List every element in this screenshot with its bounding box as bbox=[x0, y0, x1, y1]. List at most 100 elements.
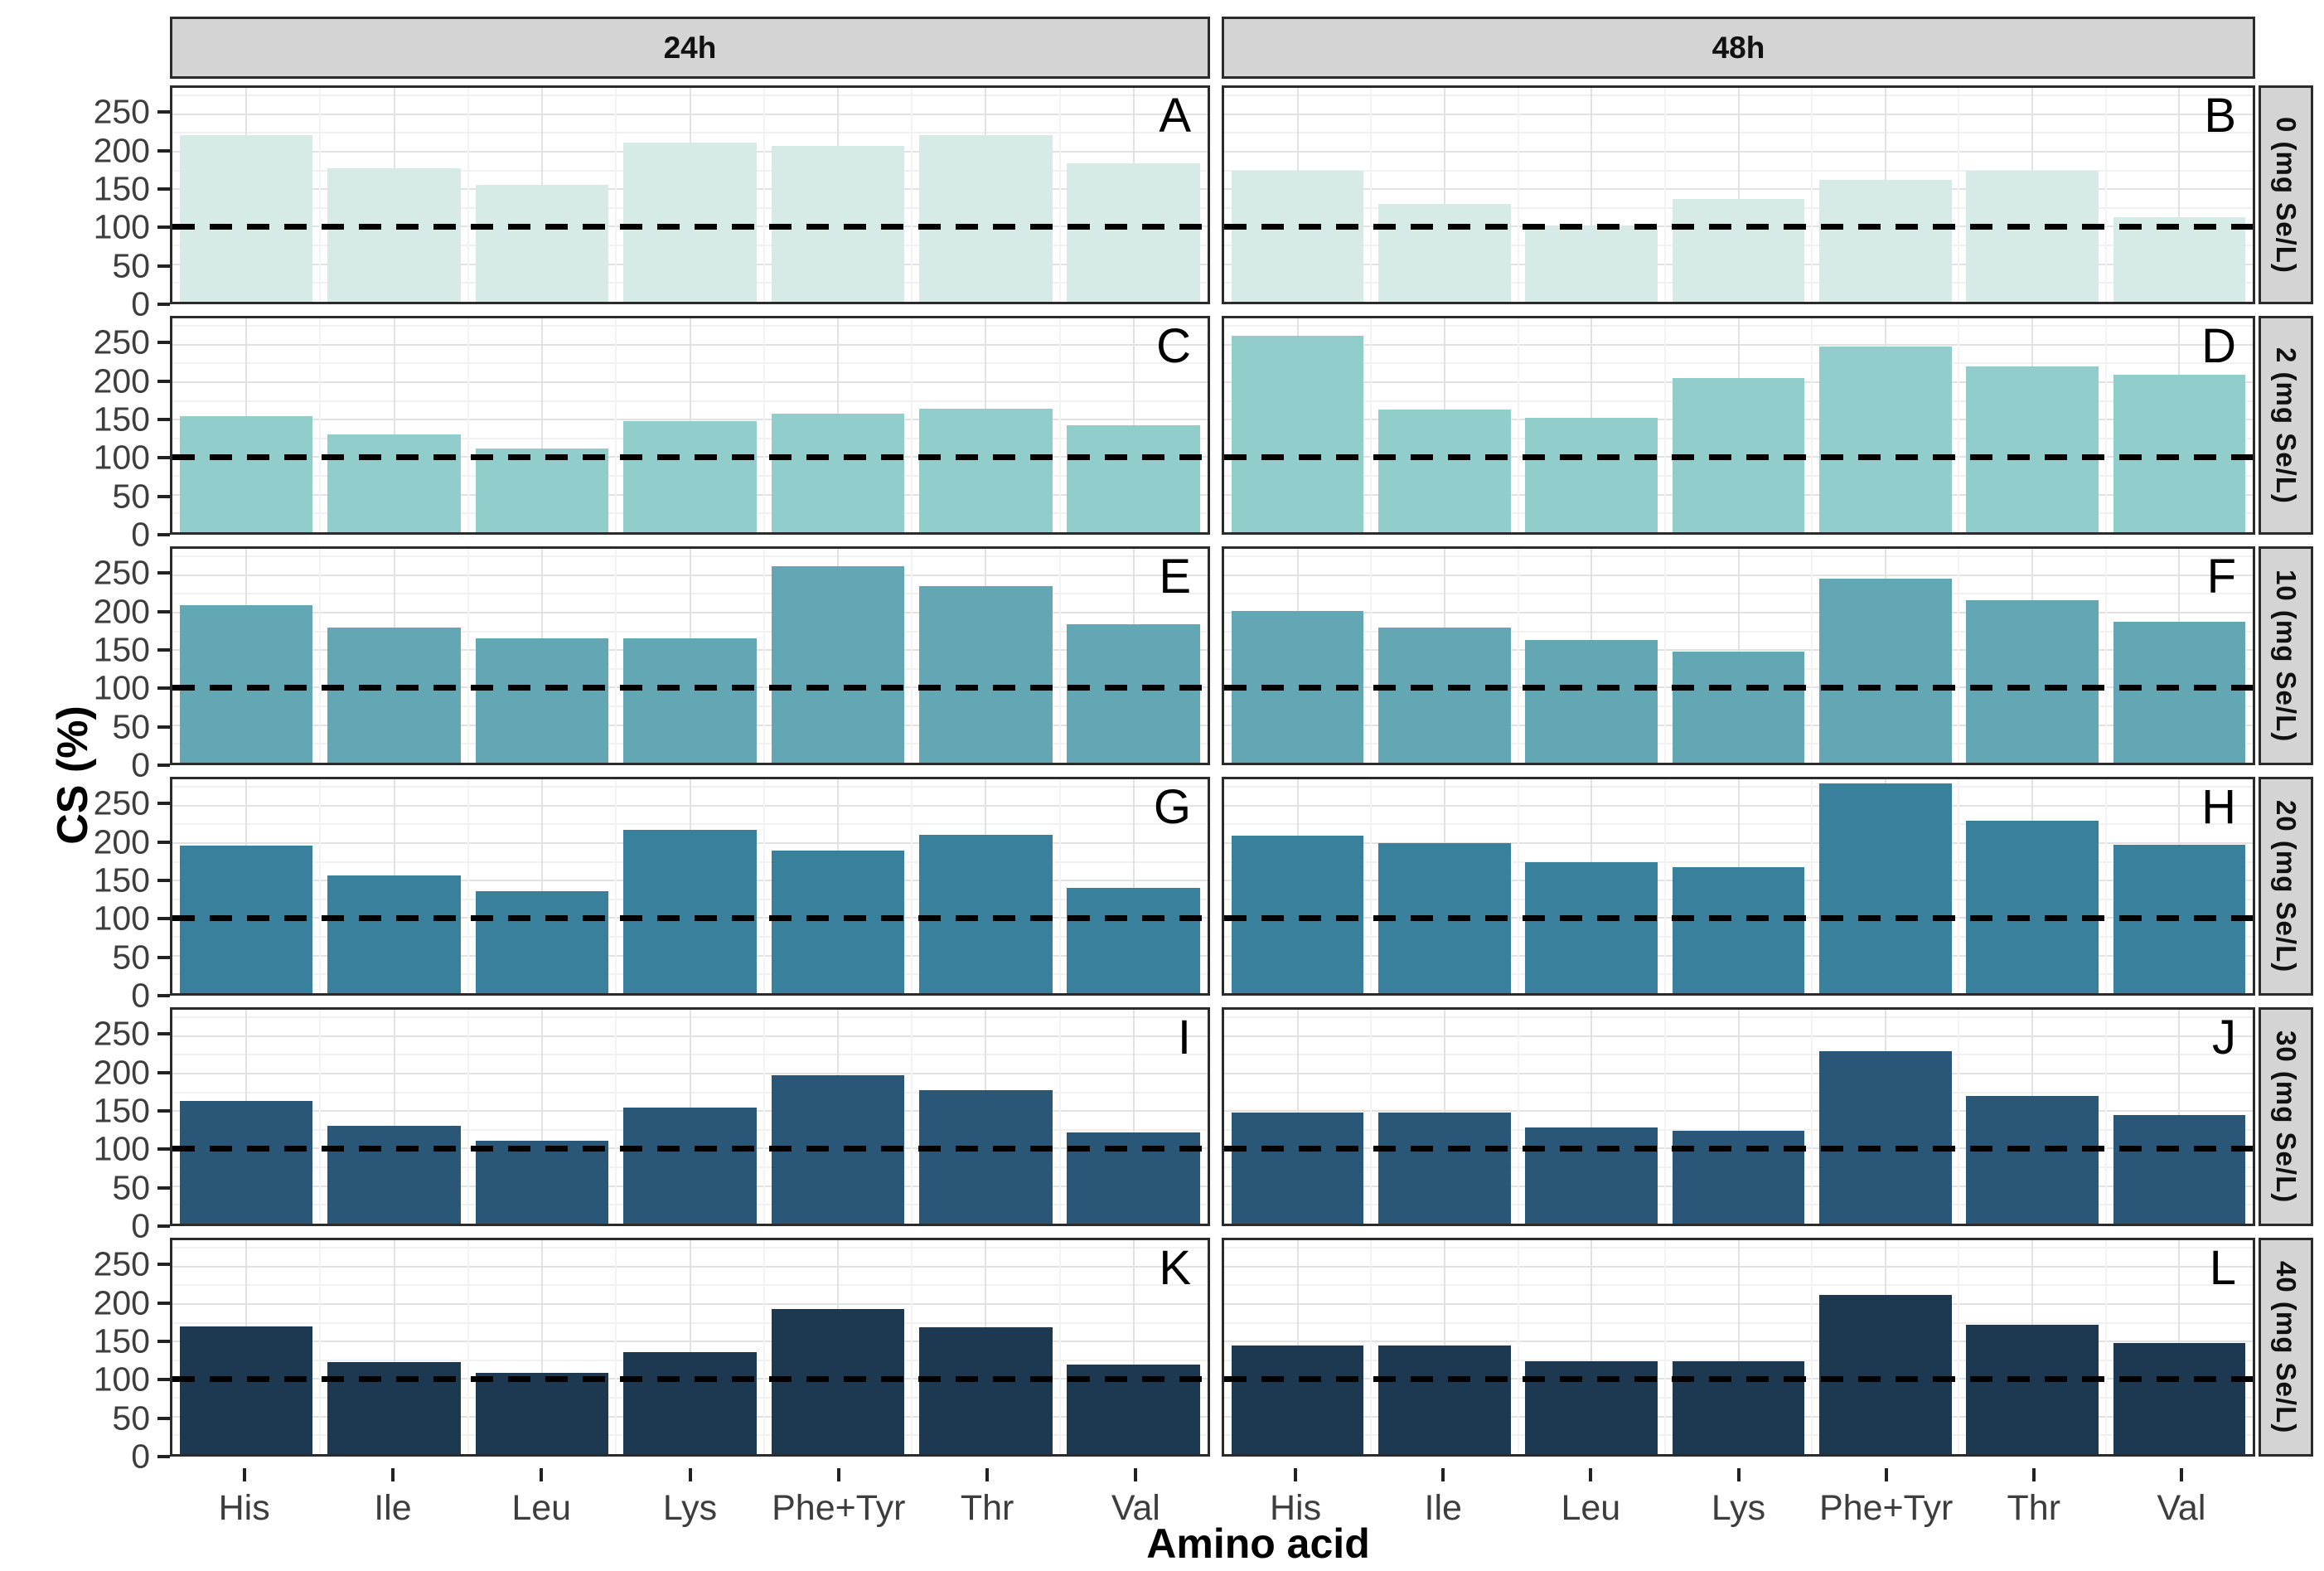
y-tick-mark bbox=[157, 802, 170, 806]
panel-letter: H bbox=[2201, 780, 2236, 834]
facet-strip-48h: 48h bbox=[1222, 17, 2255, 79]
gridline-v-minor bbox=[1517, 88, 1519, 302]
gridline-v bbox=[541, 1240, 544, 1454]
bar-val bbox=[1067, 424, 1201, 532]
y-tick-mark bbox=[157, 1224, 170, 1228]
gridline-v bbox=[1737, 1240, 1740, 1454]
y-tick-label: 0 bbox=[131, 515, 150, 554]
y-tick-mark bbox=[157, 648, 170, 652]
x-tick-mark bbox=[540, 1468, 544, 1481]
gridline-v bbox=[1737, 1010, 1740, 1224]
y-tick-label: 200 bbox=[93, 822, 150, 861]
bar-phe-tyr bbox=[1819, 1295, 1952, 1454]
y-tick-label: 50 bbox=[112, 707, 150, 746]
bar-ile bbox=[1378, 410, 1511, 532]
spacer bbox=[1210, 546, 1222, 765]
x-tick-mark bbox=[242, 1468, 246, 1481]
y-tick-label: 0 bbox=[131, 1206, 150, 1245]
panel-letter: I bbox=[1177, 1011, 1191, 1064]
y-axis-ticks: 0 50 100 150 200 250 bbox=[79, 546, 170, 784]
gridline-v-minor bbox=[1811, 779, 1813, 993]
gridline-v bbox=[1132, 779, 1135, 993]
bar-thr bbox=[1966, 1325, 2099, 1454]
y-tick-label: 200 bbox=[93, 592, 150, 631]
y-tick-label: 150 bbox=[93, 1321, 150, 1360]
gridline-v-minor bbox=[1958, 779, 1960, 993]
y-tick-mark bbox=[157, 379, 170, 383]
y-tick-mark bbox=[157, 686, 170, 691]
x-tick-label-thr: Thr bbox=[960, 1488, 1014, 1528]
panel-F: F bbox=[1222, 546, 2255, 765]
gridline-v bbox=[1590, 88, 1593, 302]
bar-lys bbox=[1672, 1130, 1805, 1224]
gridline-v bbox=[393, 1240, 395, 1454]
bar-lys bbox=[623, 638, 757, 763]
gridline-v-minor bbox=[1811, 318, 1813, 532]
gridline-v-minor bbox=[1370, 318, 1373, 532]
bar-his bbox=[179, 415, 313, 532]
y-tick-label: 250 bbox=[93, 553, 150, 592]
gridline-v-minor bbox=[1517, 318, 1519, 532]
panel-cell: G bbox=[170, 777, 1210, 996]
panel-C: C bbox=[170, 316, 1210, 535]
y-tick-label: 0 bbox=[131, 745, 150, 784]
gridline-v-minor bbox=[2104, 1010, 2107, 1224]
bar-phe-tyr bbox=[771, 413, 905, 532]
bar-ile bbox=[1378, 204, 1511, 302]
bar-his bbox=[1231, 335, 1364, 532]
bar-val bbox=[2113, 1343, 2246, 1454]
facet-row: 0 50 100 150 200 250 K L 40 (mg Se/L) bbox=[79, 1238, 2313, 1476]
y-tick-mark bbox=[157, 187, 170, 192]
y-tick-mark bbox=[157, 341, 170, 345]
y-tick-mark bbox=[157, 456, 170, 460]
x-tick-label-val: Val bbox=[2157, 1488, 2206, 1528]
bar-leu bbox=[1525, 861, 1658, 993]
facet-row: 0 50 100 150 200 250 C D 2 (mg Se/L) bbox=[79, 316, 2313, 554]
y-tick-label: 50 bbox=[112, 938, 150, 977]
gridline-v-minor bbox=[1663, 1240, 1666, 1454]
gridline-v-minor bbox=[1663, 1010, 1666, 1224]
y-tick-label: 150 bbox=[93, 1091, 150, 1130]
bar-lys bbox=[1672, 652, 1805, 763]
panel-letter: F bbox=[2206, 550, 2236, 604]
gridline-v-minor bbox=[2104, 318, 2107, 532]
bar-thr bbox=[1966, 600, 2099, 763]
x-tick-label-lys: Lys bbox=[1711, 1488, 1766, 1528]
panel-letter: E bbox=[1159, 550, 1191, 604]
gridline-v-minor bbox=[763, 549, 765, 763]
spacer bbox=[79, 1468, 170, 1535]
facet-row: 0 50 100 150 200 250 E F 10 (mg Se/L) bbox=[79, 546, 2313, 784]
gridline-v-minor bbox=[1958, 549, 1960, 763]
row-strip-cell: 10 (mg Se/L) bbox=[2259, 546, 2313, 765]
reference-line-100 bbox=[1224, 1146, 2253, 1152]
gridline-v-minor bbox=[1958, 1240, 1960, 1454]
bar-ile bbox=[1378, 1345, 1511, 1454]
gridline-v-minor bbox=[467, 549, 469, 763]
y-tick-mark bbox=[157, 917, 170, 921]
y-axis-ticks: 0 50 100 150 200 250 bbox=[79, 1007, 170, 1245]
bar-phe-tyr bbox=[1819, 1050, 1952, 1224]
gridline-v-minor bbox=[1058, 1240, 1061, 1454]
panel-cell: F bbox=[1222, 546, 2255, 765]
y-tick-mark bbox=[157, 1416, 170, 1420]
y-tick-label: 100 bbox=[93, 1129, 150, 1168]
gridline-v-minor bbox=[1663, 88, 1666, 302]
gridline-v-minor bbox=[1958, 1010, 1960, 1224]
bar-leu bbox=[1525, 640, 1658, 763]
panel-letter: J bbox=[2212, 1011, 2236, 1064]
y-tick-mark bbox=[157, 1032, 170, 1036]
y-tick-mark bbox=[157, 1070, 170, 1074]
gridline-v-minor bbox=[1811, 1010, 1813, 1224]
y-tick-label: 250 bbox=[93, 1244, 150, 1283]
gridline-v-minor bbox=[911, 1240, 913, 1454]
x-tick-mark bbox=[1736, 1468, 1741, 1481]
gridline-v-minor bbox=[467, 1010, 469, 1224]
bar-thr bbox=[919, 408, 1053, 532]
x-tick-label-leu: Leu bbox=[1561, 1488, 1621, 1528]
y-tick-mark bbox=[157, 609, 170, 613]
reference-line-100 bbox=[1224, 685, 2253, 691]
panel-E: E bbox=[170, 546, 1210, 765]
y-tick-mark bbox=[157, 110, 170, 114]
y-tick-label: 250 bbox=[93, 92, 150, 131]
reference-line-100 bbox=[172, 1146, 1208, 1152]
